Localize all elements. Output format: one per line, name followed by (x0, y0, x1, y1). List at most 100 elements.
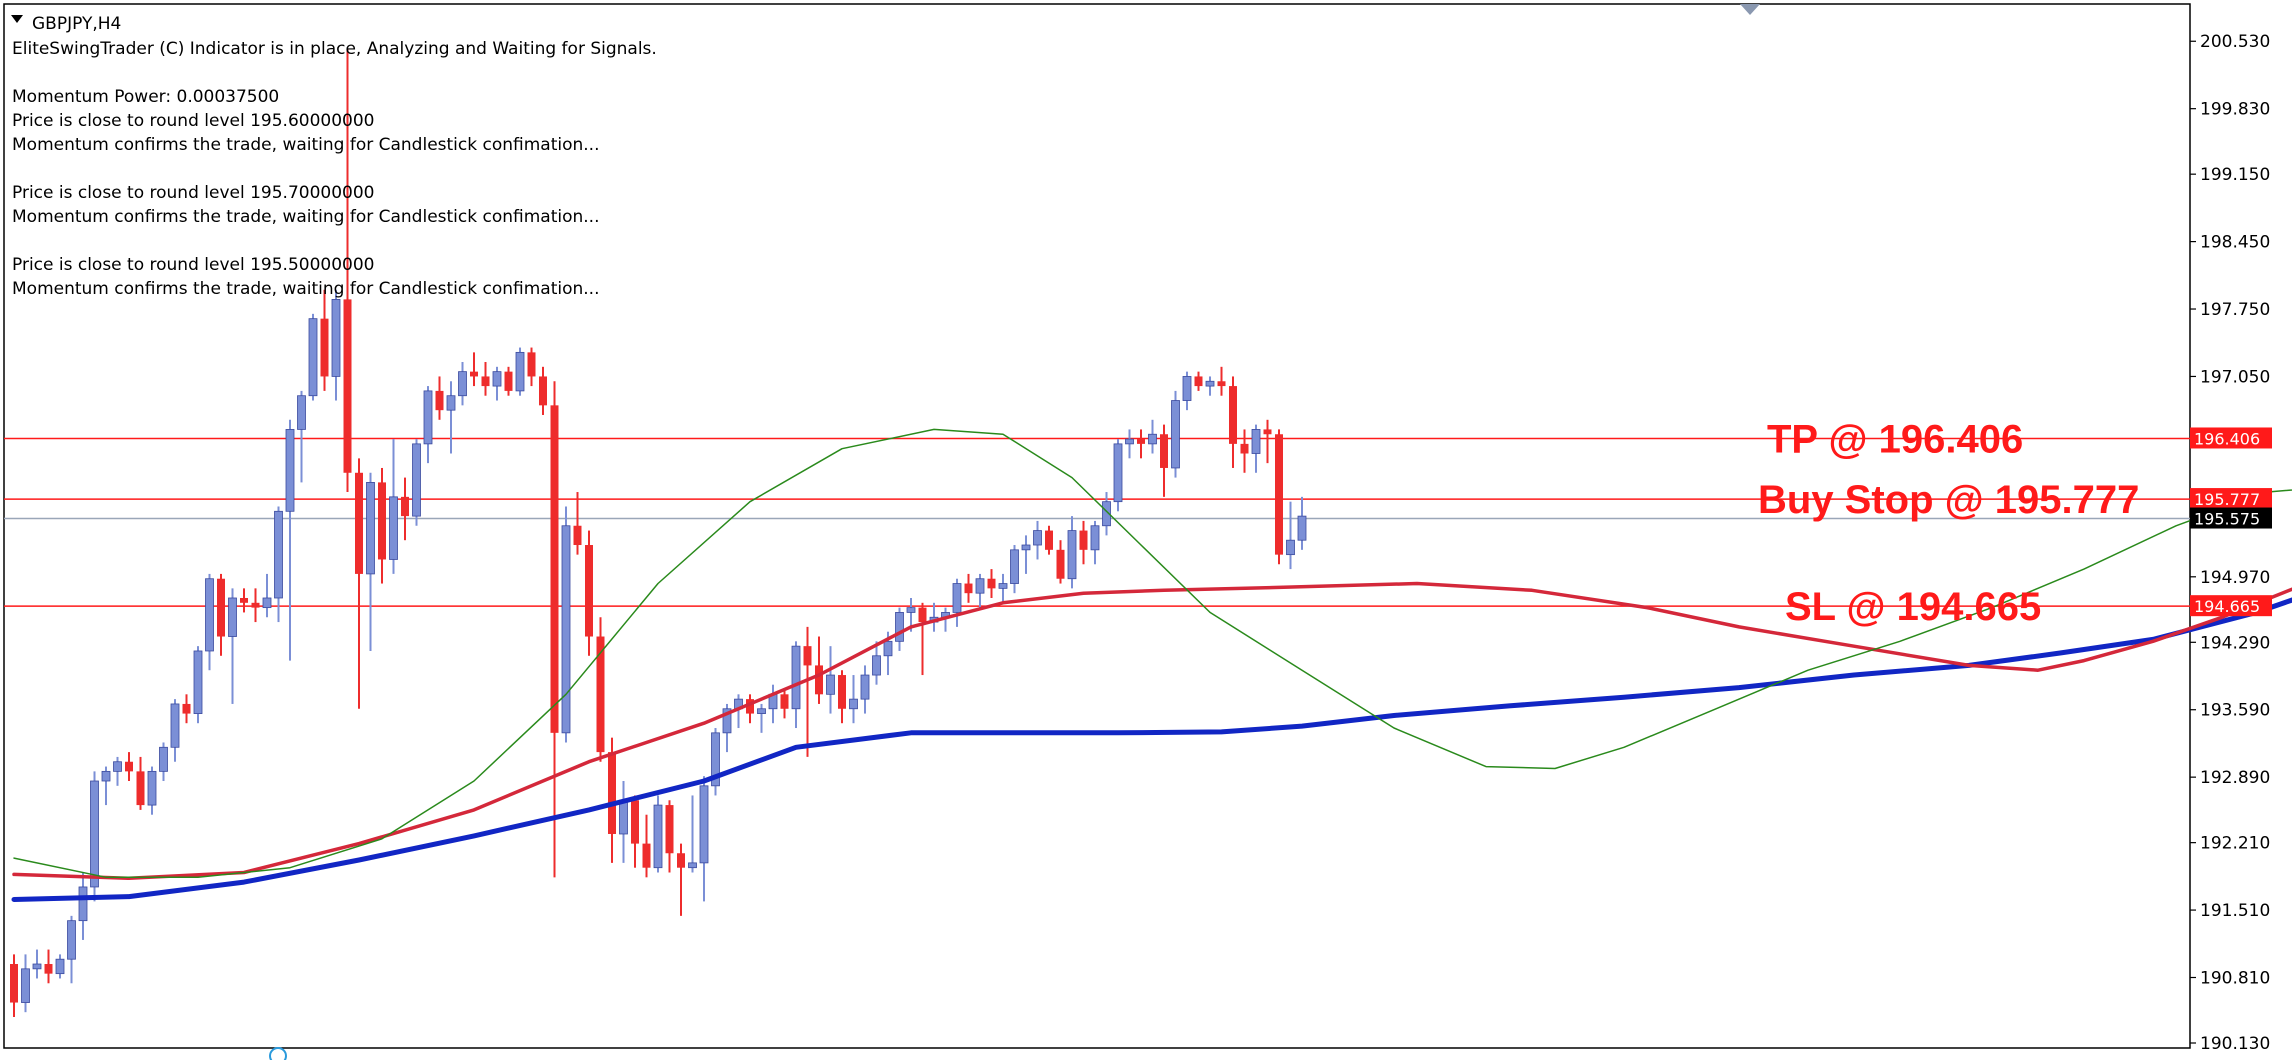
candle (699, 776, 709, 902)
candle-body (458, 371, 467, 397)
candle (170, 699, 180, 762)
candle (746, 694, 754, 724)
candle (1137, 429, 1145, 459)
price-tick-label: 194.290 (2200, 633, 2270, 653)
candle-body (1251, 429, 1261, 454)
info-line: Momentum confirms the trade, waiting for… (12, 207, 599, 227)
info-line: Price is close to round level 195.600000… (12, 111, 375, 131)
candle-body (1194, 376, 1203, 387)
candle-body (722, 708, 732, 734)
candle (1240, 429, 1249, 473)
candle-body (274, 510, 283, 599)
candle-body (849, 698, 858, 710)
shift-marker-icon[interactable] (1740, 4, 1760, 15)
candle (125, 752, 133, 782)
candle (308, 313, 318, 401)
candle-body (608, 752, 616, 834)
candle (67, 915, 76, 984)
candle (492, 366, 502, 401)
candle (826, 646, 835, 714)
candle (849, 675, 858, 724)
candle (182, 694, 191, 724)
candle-body (1125, 438, 1134, 445)
candle (1079, 520, 1088, 565)
current-price-tag (2190, 507, 2272, 529)
candle-body (998, 583, 1008, 589)
candle (573, 492, 582, 555)
candle (101, 766, 111, 806)
candle-body (1067, 530, 1077, 580)
moving-average-line (12, 581, 2292, 881)
candle (10, 954, 18, 1017)
candle (217, 573, 225, 656)
candle (446, 381, 456, 454)
candle-body (125, 761, 133, 772)
candle-body (1205, 380, 1215, 387)
candle (274, 506, 283, 623)
candle-body (665, 805, 674, 854)
candle (32, 949, 42, 979)
candle-body (308, 318, 318, 397)
candle-body (90, 780, 99, 888)
candle-body (446, 395, 456, 411)
candle-body (1148, 433, 1157, 445)
candle (458, 362, 467, 406)
candle-body (147, 770, 157, 806)
candle (642, 814, 651, 878)
candle-body (515, 351, 525, 392)
candle-body (757, 708, 766, 714)
candle-body (423, 390, 433, 445)
candle (366, 472, 375, 651)
candle-body (1275, 434, 1283, 555)
candle-body (504, 371, 513, 391)
info-line: Momentum confirms the trade, waiting for… (12, 279, 599, 299)
candle (504, 366, 513, 396)
current-price-tag-label: 195.575 (2194, 510, 2260, 529)
candle (975, 573, 985, 608)
buy_stop-price-tag-label: 195.777 (2194, 490, 2260, 509)
sl-label: SL @ 194.665 (1785, 585, 2041, 629)
scroll-handle-icon[interactable] (269, 1047, 287, 1060)
candle-body (285, 429, 295, 512)
candle-body (1010, 549, 1019, 584)
candle-body (1113, 443, 1123, 503)
candle (872, 641, 881, 685)
candle-body (1240, 443, 1249, 454)
candle-body (1229, 386, 1237, 444)
price-tick-label: 199.830 (2200, 100, 2270, 120)
candle-body (838, 675, 846, 709)
candle (1090, 520, 1100, 565)
candle-body (1137, 439, 1145, 444)
candle-body (631, 800, 639, 844)
candle-body (251, 602, 260, 608)
candle (653, 795, 663, 873)
price-tick-label: 198.450 (2200, 233, 2270, 253)
candle (550, 381, 559, 878)
candle-body (182, 703, 191, 714)
candle-body (320, 318, 329, 377)
candle-body (32, 963, 42, 970)
candle (320, 289, 329, 391)
candle (355, 458, 363, 709)
candle-body (1286, 539, 1295, 556)
candle (803, 626, 812, 757)
candle (343, 48, 352, 493)
candle (527, 347, 536, 387)
candle (515, 347, 525, 396)
info-line: Price is close to round level 195.700000… (12, 183, 375, 203)
candle-body (918, 607, 927, 623)
collapse-triangle-icon[interactable] (11, 15, 23, 23)
candle-body (1079, 530, 1088, 550)
candle-body (883, 640, 893, 657)
candle-body (711, 732, 720, 787)
candle-body (470, 371, 478, 377)
candle-body (688, 862, 697, 869)
candle-body (297, 395, 306, 430)
candle-body (642, 843, 651, 868)
candle-body (205, 578, 214, 652)
price-tick-label: 192.890 (2200, 768, 2270, 788)
candle-body (401, 496, 409, 517)
candle-body (780, 694, 789, 709)
